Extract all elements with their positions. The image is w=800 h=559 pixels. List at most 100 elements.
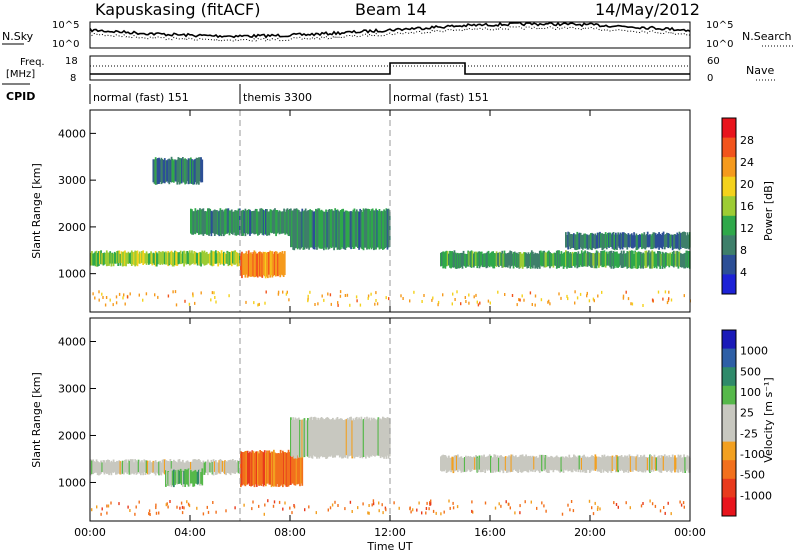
heatmap-cell bbox=[584, 233, 587, 249]
heatmap-cell bbox=[468, 251, 471, 266]
heatmap-cell bbox=[171, 158, 174, 182]
heatmap-cell bbox=[342, 420, 345, 459]
heatmap-cell bbox=[154, 251, 157, 267]
heatmap-cell bbox=[442, 293, 444, 297]
heatmap-cell bbox=[327, 417, 330, 457]
heatmap-cell bbox=[375, 291, 377, 295]
heatmap-cell bbox=[685, 250, 688, 268]
heatmap-cell bbox=[349, 303, 351, 307]
heatmap-cell bbox=[144, 460, 147, 475]
heatmap-cell bbox=[491, 457, 493, 473]
heatmap-cell bbox=[487, 299, 490, 303]
heatmap-cell bbox=[652, 232, 655, 249]
heatmap-cell bbox=[648, 457, 650, 472]
heatmap-cell bbox=[336, 209, 339, 250]
heatmap-cell bbox=[686, 250, 689, 269]
heatmap-cell bbox=[203, 462, 206, 475]
heatmap-cell bbox=[186, 251, 189, 264]
heatmap-cell bbox=[104, 462, 107, 473]
heatmap-cell bbox=[163, 459, 166, 475]
heatmap-cell bbox=[337, 419, 340, 456]
heatmap-cell bbox=[178, 459, 181, 474]
heatmap-cell bbox=[384, 506, 387, 510]
heatmap-cell bbox=[215, 250, 217, 264]
heatmap-cell bbox=[112, 303, 114, 307]
heatmap-cell bbox=[92, 292, 94, 296]
heatmap-cell bbox=[109, 251, 112, 264]
heatmap-cell bbox=[621, 232, 624, 250]
heatmap-cell bbox=[217, 251, 220, 267]
heatmap-cell bbox=[202, 208, 205, 236]
heatmap-cell bbox=[613, 251, 616, 268]
heatmap-cell bbox=[475, 251, 477, 266]
colorbar-swatch bbox=[722, 460, 736, 480]
heatmap-cell bbox=[282, 507, 284, 511]
heatmap-cell bbox=[532, 251, 534, 269]
heatmap-cell bbox=[607, 253, 609, 266]
heatmap-cell bbox=[505, 458, 508, 473]
heatmap-cell bbox=[126, 295, 129, 299]
heatmap-cell bbox=[195, 157, 198, 185]
heatmap-cell bbox=[498, 252, 500, 268]
heatmap-cell bbox=[169, 459, 172, 472]
heatmap-cell bbox=[175, 470, 177, 484]
heatmap-cell bbox=[219, 459, 222, 475]
heatmap-cell bbox=[608, 232, 610, 248]
heatmap-cell bbox=[634, 235, 637, 247]
heatmap-cell bbox=[243, 253, 246, 275]
heatmap-cell bbox=[598, 232, 600, 249]
heatmap-cell bbox=[635, 233, 638, 251]
heatmap-cell bbox=[194, 208, 197, 235]
colorbar-swatch bbox=[722, 254, 736, 275]
heatmap-cell bbox=[661, 455, 664, 471]
colorbar-swatch bbox=[722, 385, 736, 405]
heatmap-cell bbox=[533, 254, 535, 266]
heatmap-cell bbox=[623, 232, 625, 248]
heatmap-cell bbox=[361, 211, 364, 250]
heatmap-cell bbox=[454, 455, 457, 471]
heatmap-cell bbox=[112, 459, 115, 473]
heatmap-cell bbox=[559, 253, 562, 267]
heatmap-cell bbox=[623, 250, 625, 268]
heatmap-cell bbox=[486, 456, 489, 471]
heatmap-cell bbox=[101, 507, 103, 511]
colorbar-tick-label: 16 bbox=[740, 200, 754, 213]
heatmap-cell bbox=[568, 454, 571, 471]
heatmap-cell bbox=[680, 457, 683, 471]
heatmap-cell bbox=[274, 208, 276, 234]
heatmap-cell bbox=[340, 210, 342, 250]
heatmap-cell bbox=[282, 253, 285, 277]
heatmap-cell bbox=[466, 456, 468, 472]
heatmap-cell bbox=[545, 252, 548, 268]
heatmap-cell bbox=[587, 457, 590, 470]
heatmap-cell bbox=[650, 235, 652, 250]
heatmap-cell bbox=[624, 233, 626, 248]
heatmap-cell bbox=[627, 251, 630, 268]
heatmap-cell bbox=[117, 461, 120, 474]
heatmap-cell bbox=[534, 303, 536, 307]
heatmap-cell bbox=[311, 420, 314, 459]
heatmap-cell bbox=[157, 295, 159, 299]
colorbar-tick-label: 12 bbox=[740, 222, 754, 235]
heatmap-cell bbox=[270, 251, 273, 276]
heatmap-cell bbox=[683, 253, 685, 269]
heatmap-cell bbox=[509, 456, 512, 473]
heatmap-cell bbox=[199, 460, 201, 474]
heatmap-cell bbox=[535, 253, 538, 268]
heatmap-cell bbox=[192, 459, 195, 476]
heatmap-cell bbox=[632, 250, 634, 269]
heatmap-cell bbox=[94, 251, 97, 267]
heatmap-cell bbox=[120, 462, 123, 475]
heatmap-cell bbox=[250, 211, 252, 234]
heatmap-cell bbox=[452, 457, 455, 474]
heatmap-cell bbox=[286, 290, 288, 294]
heatmap-cell bbox=[368, 511, 370, 515]
heatmap-cell bbox=[440, 456, 442, 471]
heatmap-cell bbox=[383, 417, 385, 459]
colorbar-swatch bbox=[722, 330, 736, 350]
heatmap-cell bbox=[444, 251, 447, 269]
heatmap-cell bbox=[568, 253, 571, 268]
heatmap-cell bbox=[155, 158, 158, 185]
heatmap-cell bbox=[487, 250, 490, 266]
heatmap-cell bbox=[236, 210, 239, 235]
